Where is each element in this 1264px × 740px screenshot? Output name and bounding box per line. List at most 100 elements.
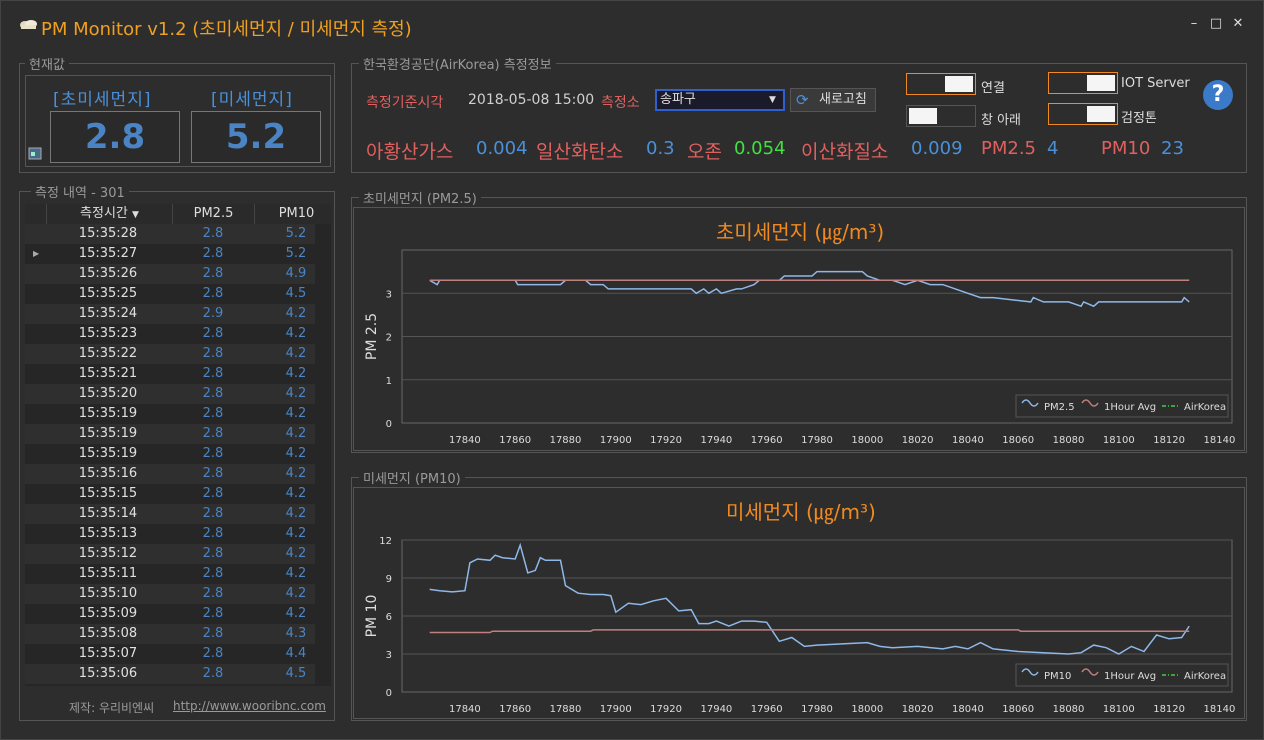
x-tick-label: 18100 — [1103, 704, 1135, 715]
y-tick-label: 3 — [386, 650, 392, 661]
table-row[interactable]: 15:35:09 2.8 4.2 — [25, 604, 315, 624]
cell-time: 15:35:15 — [78, 486, 138, 501]
pm25-chart-group-label: 초미세먼지 (PM2.5) — [359, 188, 481, 207]
y-tick-label: 1 — [386, 376, 392, 387]
table-row[interactable]: 15:35:07 2.8 4.4 — [25, 644, 315, 664]
toggle-connect[interactable] — [906, 73, 976, 95]
cell-time: 15:35:19 — [78, 406, 138, 421]
refresh-button[interactable]: ⟳ 새로고침 — [790, 88, 876, 112]
table-row[interactable]: 15:35:19 2.8 4.2 — [25, 424, 315, 444]
toggle-dark-theme[interactable] — [1048, 103, 1118, 125]
table-row[interactable]: 15:35:19 2.8 4.2 — [25, 444, 315, 464]
cell-time: 15:35:22 — [78, 346, 138, 361]
table-row[interactable]: 15:35:28 2.8 5.2 — [25, 224, 315, 244]
table-row[interactable]: 15:35:08 2.8 4.3 — [25, 624, 315, 644]
table-row[interactable]: 15:35:15 2.8 4.2 — [25, 484, 315, 504]
cell-pm10: 4.2 — [285, 506, 307, 521]
maximize-icon[interactable]: □ — [1209, 16, 1223, 31]
cell-pm25: 2.8 — [202, 546, 224, 561]
y-axis-label: PM 2.5 — [364, 313, 380, 360]
cell-time: 15:35:10 — [78, 586, 138, 601]
cell-pm25: 2.8 — [202, 426, 224, 441]
cell-pm25: 2.8 — [202, 366, 224, 381]
x-tick-label: 18100 — [1103, 435, 1135, 446]
no2-label: 이산화질소 — [801, 141, 889, 163]
cell-pm25: 2.8 — [202, 626, 224, 641]
minimize-icon[interactable]: – — [1190, 16, 1198, 31]
co-label: 일산화탄소 — [536, 141, 624, 163]
x-tick-label: 17880 — [550, 704, 582, 715]
table-row[interactable]: 15:35:14 2.8 4.2 — [25, 504, 315, 524]
x-tick-label: 17980 — [801, 435, 833, 446]
close-icon[interactable]: ✕ — [1232, 16, 1244, 31]
x-tick-label: 17980 — [801, 704, 833, 715]
sort-desc-icon: ▼ — [132, 210, 139, 220]
toggle-iot-server-label: IOT Server — [1121, 76, 1190, 91]
cloud-icon — [20, 20, 37, 29]
table-row[interactable]: 15:35:23 2.8 4.2 — [25, 324, 315, 344]
legend-entry: AirKorea — [1184, 402, 1226, 413]
table-row[interactable]: 15:35:06 2.8 4.5 — [25, 664, 315, 684]
measure-time-value: 2018-05-08 15:00 — [468, 92, 595, 108]
pm25-current-value: 2.8 — [50, 111, 180, 163]
table-row[interactable]: 15:35:22 2.8 4.2 — [25, 344, 315, 364]
x-tick-label: 18060 — [1002, 704, 1034, 715]
title-bar: PM Monitor v1.2 (초미세먼지 / 미세먼지 측정) – □ ✕ — [1, 1, 1263, 47]
cell-pm25: 2.8 — [202, 446, 224, 461]
device-icon[interactable] — [28, 146, 42, 160]
pm10-current-label: [미세먼지] — [211, 90, 293, 110]
col-header-pm25[interactable]: PM2.5 — [173, 204, 255, 224]
table-row[interactable]: ▶ 15:35:27 2.8 5.2 — [25, 244, 315, 264]
table-row[interactable]: 15:35:25 2.8 4.5 — [25, 284, 315, 304]
cell-pm10: 4.2 — [285, 386, 307, 401]
series-line-avg — [429, 629, 1190, 634]
history-group-label: 측정 내역 - 301 — [31, 182, 129, 201]
x-tick-label: 18040 — [952, 704, 984, 715]
x-tick-label: 17840 — [449, 704, 481, 715]
toggle-window-bottom[interactable] — [906, 105, 976, 127]
cell-pm10: 4.2 — [285, 566, 307, 581]
col-header-time[interactable]: 측정시간 ▼ — [47, 204, 173, 224]
cell-time: 15:35:12 — [78, 546, 138, 561]
station-select[interactable]: 송파구 ▼ — [655, 89, 785, 111]
pm10-air-label: PM10 — [1101, 138, 1151, 159]
pm10-chart-group — [351, 477, 1247, 721]
cell-time: 15:35:14 — [78, 506, 138, 521]
table-row[interactable]: 15:35:11 2.8 4.2 — [25, 564, 315, 584]
legend-entry: 1Hour Avg — [1104, 402, 1156, 413]
cell-time: 15:35:24 — [78, 306, 138, 321]
toggle-window-bottom-label: 창 아래 — [981, 113, 1022, 128]
cell-time: 15:35:09 — [78, 606, 138, 621]
chevron-down-icon: ▼ — [769, 95, 776, 105]
table-row[interactable]: 15:35:16 2.8 4.2 — [25, 464, 315, 484]
toggle-iot-server[interactable] — [1048, 72, 1118, 94]
help-icon[interactable]: ? — [1203, 80, 1233, 110]
col-header-pm10[interactable]: PM10 — [255, 204, 331, 224]
cell-pm10: 4.2 — [285, 466, 307, 481]
cell-time: 15:35:08 — [78, 626, 138, 641]
current-inner — [25, 75, 331, 167]
cell-time: 15:35:21 — [78, 366, 138, 381]
co-value: 0.3 — [646, 138, 675, 159]
table-row[interactable]: 15:35:20 2.8 4.2 — [25, 384, 315, 404]
row-indicator-icon: ▶ — [33, 249, 40, 258]
y-tick-label: 2 — [386, 333, 392, 344]
table-row[interactable]: 15:35:26 2.8 4.9 — [25, 264, 315, 284]
cell-pm10: 4.2 — [285, 486, 307, 501]
x-tick-label: 18140 — [1204, 704, 1236, 715]
current-group-label: 현재값 — [25, 54, 69, 73]
series-line-pm — [429, 542, 1190, 655]
table-row[interactable]: 15:35:13 2.8 4.2 — [25, 524, 315, 544]
table-row[interactable]: 15:35:10 2.8 4.2 — [25, 584, 315, 604]
credit-link[interactable]: http://www.wooribnc.com — [173, 699, 326, 713]
cell-pm25: 2.8 — [202, 266, 224, 281]
table-row[interactable]: 15:35:21 2.8 4.2 — [25, 364, 315, 384]
table-row[interactable]: 15:35:12 2.8 4.2 — [25, 544, 315, 564]
table-row[interactable]: 15:35:19 2.8 4.2 — [25, 404, 315, 424]
x-tick-label: 18080 — [1053, 435, 1085, 446]
cell-pm25: 2.8 — [202, 346, 224, 361]
cell-time: 15:35:19 — [78, 446, 138, 461]
x-tick-label: 18000 — [851, 704, 883, 715]
cell-time: 15:35:27 — [78, 246, 138, 261]
table-row[interactable]: 15:35:24 2.9 4.2 — [25, 304, 315, 324]
